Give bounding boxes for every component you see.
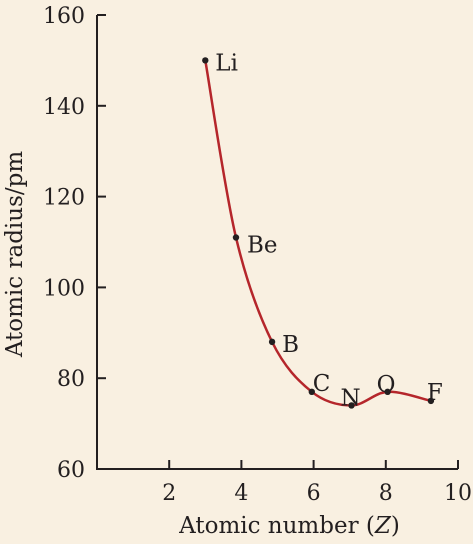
x-axis-title-suffix: ) [391, 513, 400, 539]
data-label-be: Be [247, 232, 278, 258]
data-label-f: F [427, 380, 443, 406]
x-tick-label: 10 [444, 481, 472, 506]
data-point-li [202, 57, 209, 64]
data-point-f [427, 397, 435, 405]
x-axis-title: Atomic number (Z) [178, 513, 400, 539]
data-label-b: B [282, 332, 299, 358]
y-tick-label: 120 [43, 186, 85, 211]
ticks: 60 80 100 120 140 160 2 4 6 8 10 [43, 4, 472, 506]
x-axis-title-variable: Z [374, 513, 392, 539]
y-tick-label: 80 [57, 367, 85, 392]
y-tick-label: 160 [43, 4, 85, 29]
series-curve [204, 60, 432, 407]
data-point-n [348, 402, 355, 409]
x-tick-label: 4 [234, 481, 248, 506]
data-label-li: Li [215, 50, 238, 76]
x-tick-label: 6 [307, 481, 321, 506]
x-tick-label: 2 [162, 481, 176, 506]
y-tick-label: 140 [43, 95, 85, 120]
y-tick-label: 100 [43, 276, 85, 301]
data-label-n: N [341, 385, 361, 411]
data-point-c [308, 388, 315, 396]
y-axis-title: Atomic radius/pm [2, 151, 28, 359]
y-tick-label: 60 [57, 458, 85, 483]
x-axis-title-prefix: Atomic number ( [178, 513, 375, 539]
data-point-b [268, 338, 276, 346]
x-tick-label: 8 [379, 481, 393, 506]
data-point-be [232, 234, 240, 241]
data-point-o [384, 388, 391, 396]
data-label-c: C [313, 371, 331, 397]
data-label-o: O [377, 372, 396, 398]
